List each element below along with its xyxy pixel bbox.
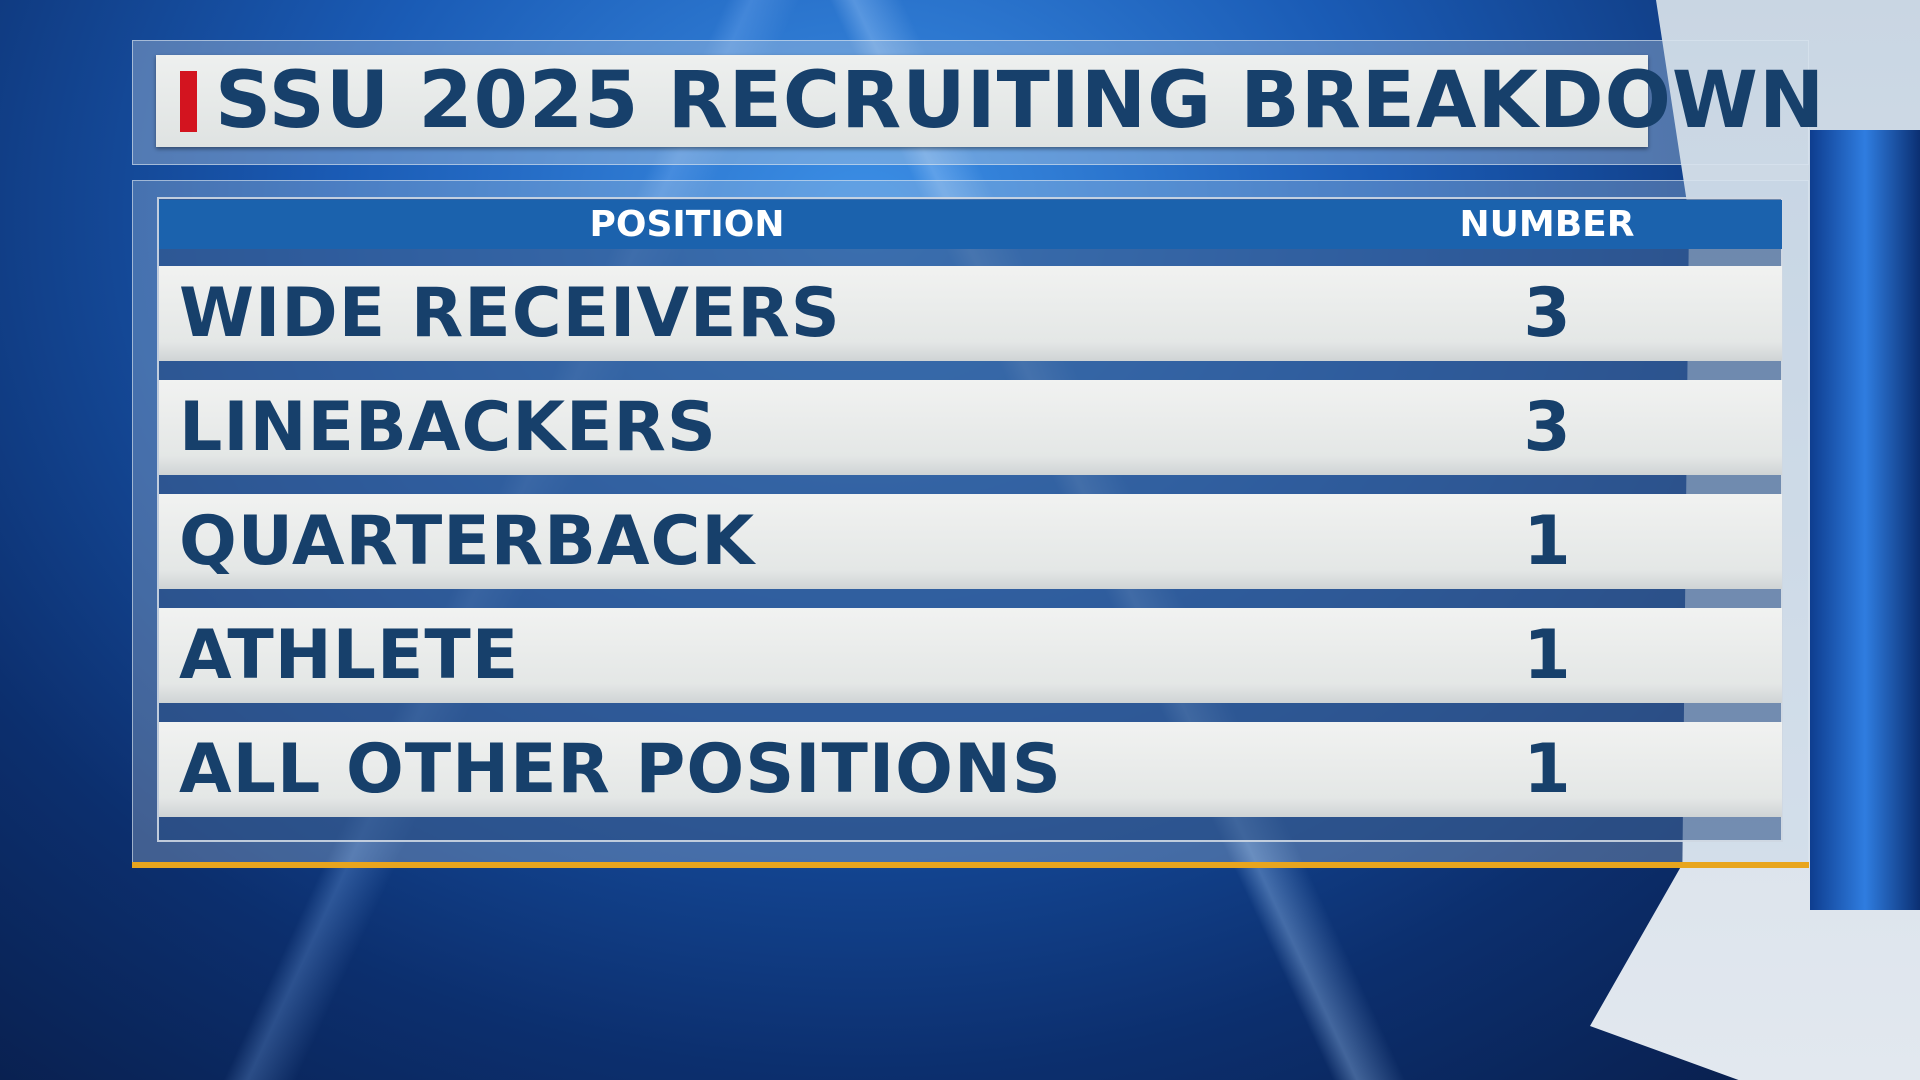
row-position: WIDE RECEIVERS bbox=[179, 274, 841, 353]
header-number: NUMBER bbox=[1459, 204, 1635, 245]
table-row: LINEBACKERS 3 bbox=[159, 380, 1782, 475]
table-row: WIDE RECEIVERS 3 bbox=[159, 266, 1782, 361]
row-number: 1 bbox=[1523, 502, 1571, 581]
row-number: 1 bbox=[1523, 616, 1571, 695]
row-number: 1 bbox=[1523, 730, 1571, 809]
table-row: ALL OTHER POSITIONS 1 bbox=[159, 722, 1782, 817]
red-accent-bar bbox=[180, 71, 197, 132]
row-position: QUARTERBACK bbox=[179, 502, 756, 581]
row-position: LINEBACKERS bbox=[179, 388, 717, 467]
table-row: QUARTERBACK 1 bbox=[159, 494, 1782, 589]
table-header: POSITION NUMBER bbox=[159, 200, 1782, 249]
title-bar: SSU 2025 RECRUITING BREAKDOWN bbox=[156, 55, 1824, 147]
table-row: ATHLETE 1 bbox=[159, 608, 1782, 703]
background-pillar bbox=[1810, 130, 1920, 910]
header-position: POSITION bbox=[589, 204, 785, 245]
row-number: 3 bbox=[1523, 274, 1571, 353]
row-position: ALL OTHER POSITIONS bbox=[179, 730, 1062, 809]
row-position: ATHLETE bbox=[179, 616, 520, 695]
graphic-title: SSU 2025 RECRUITING BREAKDOWN bbox=[215, 56, 1826, 146]
gold-underline bbox=[132, 862, 1809, 868]
row-number: 3 bbox=[1523, 388, 1571, 467]
